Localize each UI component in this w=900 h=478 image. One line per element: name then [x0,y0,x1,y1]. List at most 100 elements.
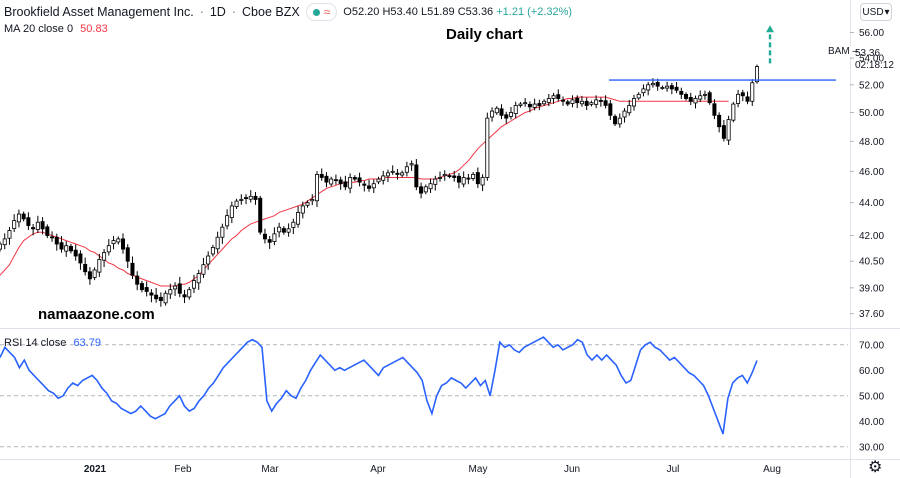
website-watermark: namaazone.com [38,306,155,323]
candle-body [244,197,249,199]
market-status-pill[interactable]: ≈ [305,3,338,21]
candle-body [163,292,168,304]
exchange-label: Cboe BZX [242,5,300,19]
candle-body [693,98,698,104]
candle-body [64,245,69,252]
candle-body [423,186,428,193]
price-axis-tick-label: 46.00 [859,167,884,178]
candle-body [684,93,689,99]
candle-body [168,289,173,295]
candle-body [106,245,111,253]
candle-body [419,186,424,194]
candle-body [579,100,584,105]
candle-body [267,239,272,243]
candle-body [631,98,636,107]
candle-body [456,175,461,183]
price-axis-tick-label: 54.00 [859,54,884,65]
candle-body [310,199,315,202]
candle-body [21,213,26,220]
candle-body [485,117,490,178]
candle-body [272,233,277,243]
candle-body [262,233,267,240]
candle-body [173,285,178,290]
candle-body [466,177,471,180]
candle-body [253,195,258,200]
rsi-axis-tick-label: 70.00 [859,340,884,351]
rsi-legend[interactable]: RSI 14 close 63.79 [4,337,101,349]
annotation-layer [609,25,836,81]
candle-body [603,100,608,106]
candle-body [234,200,239,207]
candle-body [177,283,182,294]
candle-body [490,110,495,118]
candle-body [116,238,121,243]
candle-body [565,101,570,105]
candle-body [650,83,655,86]
candle-body [447,175,452,178]
candle-body [40,221,45,230]
ma-legend[interactable]: MA 20 close 0 50.83 [4,23,108,35]
time-axis-label: 2021 [84,464,107,475]
candle-body [35,221,40,230]
candle-body [144,287,149,292]
candle-body [381,175,386,181]
breakout-arrow-head [766,25,774,33]
open-value: O52.20 [343,6,380,18]
candle-body [78,253,83,264]
candle-body [721,125,726,139]
high-value: H53.40 [382,6,418,18]
rsi-line [0,336,758,435]
symbol-name[interactable]: Brookfield Asset Management Inc. [4,5,194,19]
candle-body [111,240,116,245]
candle-body [59,242,64,250]
candle-body [229,205,234,219]
candle-body [215,236,220,250]
ma20-line [0,96,729,287]
candle-body [646,84,651,91]
candle-body [745,96,750,102]
candle-body [338,179,343,185]
candle-body [414,164,419,188]
interval-label[interactable]: 1D [209,5,226,19]
change-value: +1.21 (+2.32%) [496,6,573,18]
candle-body [206,255,211,265]
candle-body [717,114,722,128]
candle-body [73,249,78,257]
candle-body [665,85,670,89]
candle-body [471,174,476,179]
candle-body [532,103,537,108]
price-axis-tick-label: 39.00 [859,283,884,294]
candle-body [121,238,126,250]
candle-body [736,93,741,104]
candle-body [584,100,589,106]
candle-body [125,247,130,262]
candle-body [362,183,367,186]
rsi-legend-label: RSI 14 close [4,337,67,349]
candle-body [518,103,523,106]
candle-body [433,178,438,185]
candle-body [149,292,154,296]
candle-body [622,110,627,118]
candle-body [26,217,31,226]
candle-body [2,238,7,246]
candle-body [12,220,17,229]
candle-body [286,228,291,233]
gear-icon[interactable]: ⚙ [868,459,883,476]
candle-body [589,102,594,105]
candle-body [755,66,760,83]
last-price-tag: 53.36 02:18:12 [855,48,894,72]
candle-body [494,107,499,114]
price-axis-tick-label: 40.50 [859,257,884,268]
candle-body [390,170,395,173]
candle-body [442,174,447,177]
candle-body [239,199,244,201]
candle-body [371,183,376,189]
rsi-background [0,344,848,448]
time-axis-label: Apr [370,464,386,475]
currency-selector[interactable]: USD ▾ [860,3,892,21]
candle-body [669,85,674,90]
currency-label: USD [862,6,884,18]
price-axis-tick-label: 48.00 [859,137,884,148]
candle-body [504,114,509,119]
